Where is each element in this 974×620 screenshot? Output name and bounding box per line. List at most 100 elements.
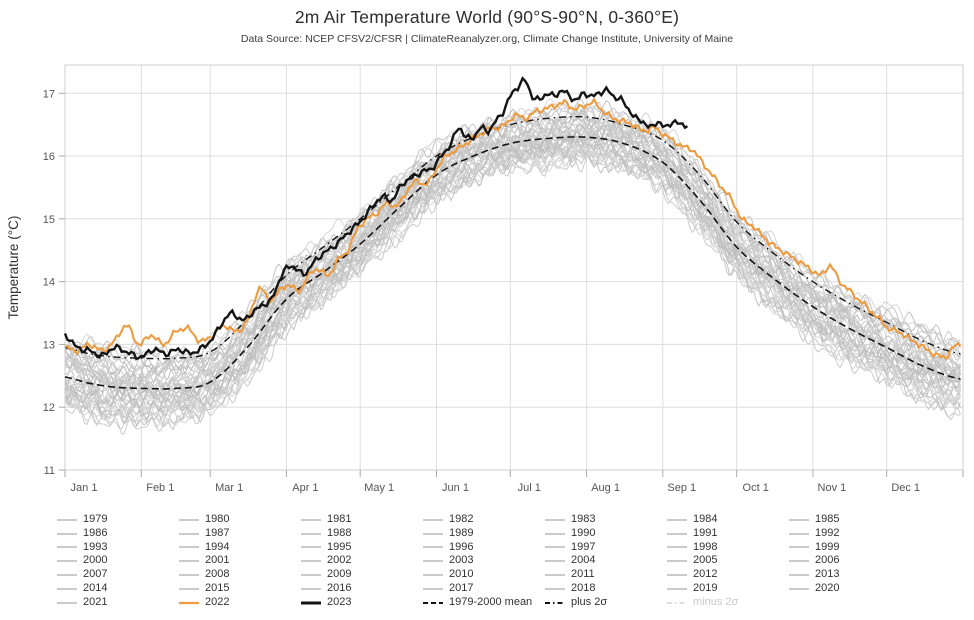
- x-tick-label: Sep 1: [667, 482, 696, 494]
- legend-item-2002[interactable]: 2002: [300, 554, 422, 568]
- legend-item-1984[interactable]: 1984: [666, 513, 788, 527]
- x-tick-label: Jul 1: [518, 482, 541, 494]
- legend-item-2006[interactable]: 2006: [788, 554, 910, 568]
- legend-item-1979-2000-mean[interactable]: 1979-2000 mean: [422, 596, 544, 610]
- y-tick-label: 11: [44, 465, 55, 477]
- legend-item-1995[interactable]: 1995: [300, 541, 422, 555]
- legend-item-1991[interactable]: 1991: [666, 527, 788, 541]
- legend-item-1989[interactable]: 1989: [422, 527, 544, 541]
- legend-item-2017[interactable]: 2017: [422, 582, 544, 596]
- legend-item-1998[interactable]: 1998: [666, 541, 788, 555]
- legend-swatch-line: [179, 601, 199, 604]
- legend-item-label: 2000: [83, 554, 108, 567]
- legend-item-2008[interactable]: 2008: [178, 568, 300, 582]
- legend-item-2021[interactable]: 2021: [56, 596, 178, 610]
- legend-swatch-line: [179, 546, 199, 549]
- legend-item-label: 1997: [571, 540, 596, 553]
- legend-item-2005[interactable]: 2005: [666, 554, 788, 568]
- legend-item-1985[interactable]: 1985: [788, 513, 910, 527]
- legend-item-2013[interactable]: 2013: [788, 568, 910, 582]
- legend-item-2009[interactable]: 2009: [300, 568, 422, 582]
- legend-item-2018[interactable]: 2018: [544, 582, 666, 596]
- legend-item-2020[interactable]: 2020: [788, 582, 910, 596]
- x-tick-label: Nov 1: [818, 482, 847, 494]
- legend-item-label: 2013: [815, 568, 840, 581]
- legend-item-2000[interactable]: 2000: [56, 554, 178, 568]
- legend-item-1988[interactable]: 1988: [300, 527, 422, 541]
- legend-item-1979[interactable]: 1979: [56, 513, 178, 527]
- x-tick-label: Aug 1: [591, 482, 620, 494]
- legend-item-label: 2023: [327, 595, 352, 608]
- legend-swatch-line: [423, 574, 443, 576]
- legend-item-1987[interactable]: 1987: [178, 527, 300, 541]
- legend-item-label: 1999: [815, 540, 840, 553]
- legend-item-label: 1980: [205, 513, 230, 525]
- chart-title: 2m Air Temperature World (90°S-90°N, 0-3…: [294, 7, 680, 27]
- legend-swatch-line: [179, 574, 199, 576]
- y-axis-title: Temperature (°C): [6, 216, 21, 320]
- legend-swatch-line: [301, 546, 321, 549]
- legend-item-label: 1979: [83, 513, 108, 525]
- legend-item-1994[interactable]: 1994: [178, 541, 300, 555]
- legend-item-2011[interactable]: 2011: [544, 568, 666, 582]
- x-tick-label: May 1: [364, 482, 394, 494]
- legend-item-label: 1990: [571, 526, 596, 539]
- legend-item-label: 2003: [449, 554, 474, 567]
- x-tick-label: Jun 1: [442, 482, 469, 494]
- series-plus-2sigma: [64, 116, 961, 360]
- legend-item-2010[interactable]: 2010: [422, 568, 544, 582]
- legend-item-label: 1982: [449, 513, 474, 525]
- legend-item-label: 1981: [327, 513, 352, 525]
- legend-item-1990[interactable]: 1990: [544, 527, 666, 541]
- legend-item-2014[interactable]: 2014: [56, 582, 178, 596]
- legend-item-minus-2σ[interactable]: minus 2σ: [666, 596, 788, 610]
- legend-item-2016[interactable]: 2016: [300, 582, 422, 596]
- legend-item-2001[interactable]: 2001: [178, 554, 300, 568]
- legend-item-label: 2009: [327, 568, 352, 581]
- legend-item-1993[interactable]: 1993: [56, 541, 178, 555]
- year-line-2015: [64, 109, 961, 378]
- legend-item-label: 1984: [693, 513, 718, 525]
- legend-item-2015[interactable]: 2015: [178, 582, 300, 596]
- legend-swatch-line: [789, 546, 809, 549]
- year-line-2014: [64, 106, 961, 378]
- legend-item-label: 2015: [205, 581, 230, 594]
- legend-item-2012[interactable]: 2012: [666, 568, 788, 582]
- legend-item-label: 1985: [815, 513, 840, 525]
- legend-item-1981[interactable]: 1981: [300, 513, 422, 527]
- legend-item-label: 2014: [83, 581, 108, 594]
- legend-item-2023[interactable]: 2023: [300, 596, 422, 610]
- legend-item-1999[interactable]: 1999: [788, 541, 910, 555]
- legend-item-1980[interactable]: 1980: [178, 513, 300, 527]
- legend-item-1983[interactable]: 1983: [544, 513, 666, 527]
- legend-swatch-line: [57, 574, 77, 576]
- year-line-1998: [64, 132, 961, 405]
- legend-item-2007[interactable]: 2007: [56, 568, 178, 582]
- series-2023: [63, 76, 689, 361]
- legend-swatch-line: [179, 519, 199, 521]
- legend-item-1996[interactable]: 1996: [422, 541, 544, 555]
- legend-item-label: 2018: [571, 581, 596, 594]
- x-tick-label: Apr 1: [292, 482, 318, 494]
- series-1979-2000-mean: [64, 136, 961, 390]
- legend-item-label: 2020: [815, 581, 840, 594]
- legend-item-label: 1983: [571, 513, 596, 525]
- legend-item-2019[interactable]: 2019: [666, 582, 788, 596]
- legend-item-plus-2σ[interactable]: plus 2σ: [544, 596, 666, 610]
- legend-item-label: 2016: [327, 581, 352, 594]
- legend-swatch-line: [545, 532, 565, 535]
- legend-item-label: 2011: [571, 568, 595, 581]
- legend-swatch-line: [667, 574, 687, 576]
- legend-item-label: 1994: [205, 540, 230, 553]
- y-tick-label: 12: [43, 402, 55, 414]
- y-tick-label: 14: [43, 277, 55, 289]
- legend-item-label: 2022: [205, 595, 230, 608]
- legend-item-2022[interactable]: 2022: [178, 596, 300, 610]
- legend-item-2004[interactable]: 2004: [544, 554, 666, 568]
- legend-item-2003[interactable]: 2003: [422, 554, 544, 568]
- legend-item-1997[interactable]: 1997: [544, 541, 666, 555]
- legend-item-1992[interactable]: 1992: [788, 527, 910, 541]
- legend-item-1982[interactable]: 1982: [422, 513, 544, 527]
- legend-item-label: 2005: [693, 554, 718, 567]
- legend-item-1986[interactable]: 1986: [56, 527, 178, 541]
